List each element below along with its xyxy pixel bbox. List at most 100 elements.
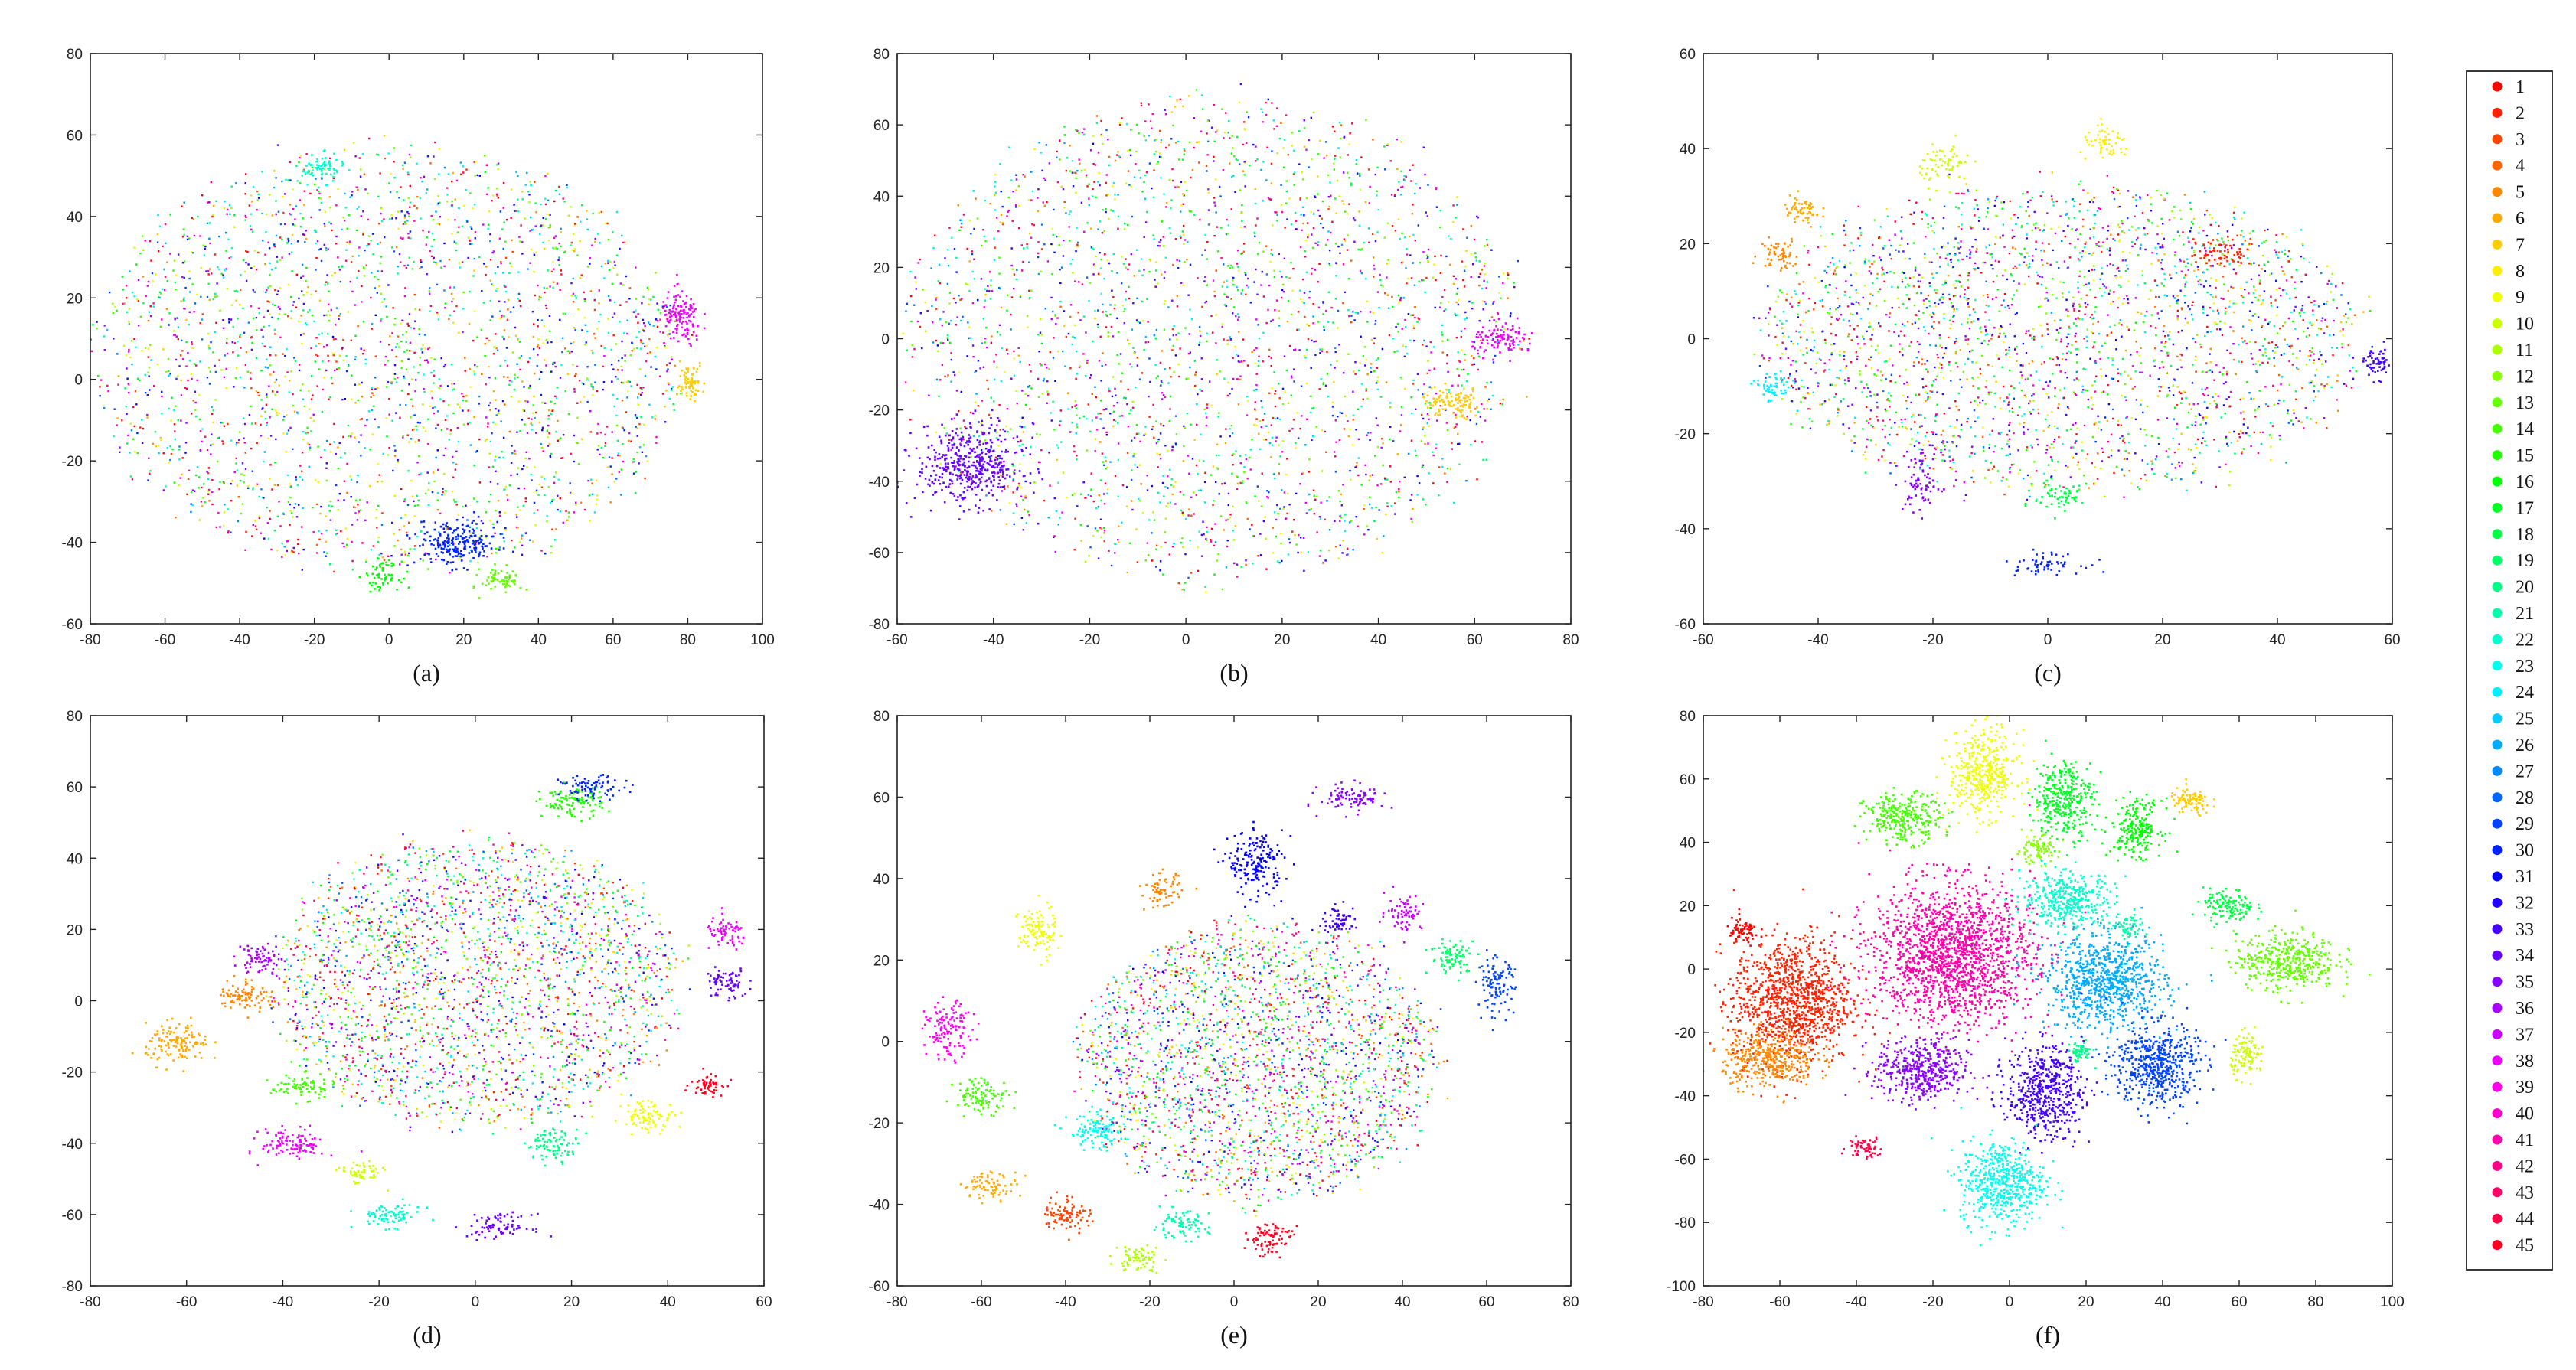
data-point xyxy=(265,291,267,294)
data-point xyxy=(567,516,570,518)
data-point xyxy=(1099,220,1102,223)
cluster-point-class-30 xyxy=(465,540,468,542)
data-point xyxy=(290,251,293,253)
cluster-point-class-30 xyxy=(471,550,473,553)
data-point xyxy=(987,388,989,390)
data-point xyxy=(349,475,351,478)
data-point xyxy=(181,236,184,238)
data-point xyxy=(1314,498,1317,501)
data-point xyxy=(366,501,368,504)
data-point xyxy=(1063,239,1065,242)
data-point xyxy=(152,280,154,282)
data-point xyxy=(207,488,211,491)
data-point xyxy=(1340,412,1344,414)
data-point xyxy=(1339,500,1341,503)
data-point xyxy=(1023,508,1026,511)
data-point xyxy=(390,214,393,217)
data-point xyxy=(461,225,463,227)
data-point xyxy=(1102,352,1104,354)
data-point xyxy=(570,342,573,345)
data-point xyxy=(292,301,295,303)
data-point xyxy=(619,321,621,323)
data-point xyxy=(960,471,962,474)
data-point xyxy=(1085,175,1088,178)
data-point xyxy=(1131,400,1134,403)
data-point xyxy=(267,286,269,289)
data-point xyxy=(1441,296,1444,298)
data-point xyxy=(269,464,272,466)
data-point xyxy=(1171,328,1174,331)
data-point xyxy=(427,504,429,506)
data-point xyxy=(994,378,996,381)
data-point xyxy=(639,446,642,449)
data-point xyxy=(527,191,530,193)
data-point xyxy=(350,339,352,341)
data-point xyxy=(362,210,364,213)
data-point xyxy=(375,517,377,519)
data-point xyxy=(994,191,997,194)
data-point xyxy=(1402,297,1405,299)
data-point xyxy=(1262,419,1264,421)
data-point xyxy=(119,451,121,453)
cluster-point-class-30 xyxy=(420,520,423,524)
data-point xyxy=(1274,393,1276,395)
data-point xyxy=(1191,458,1194,460)
data-point xyxy=(557,494,559,497)
data-point xyxy=(310,430,312,432)
data-point xyxy=(1295,442,1297,444)
data-point xyxy=(371,392,374,394)
cluster-point-class-22 xyxy=(325,184,327,187)
data-point xyxy=(1177,185,1180,188)
data-point xyxy=(308,443,311,446)
data-point xyxy=(1280,296,1283,299)
data-point xyxy=(554,365,557,368)
data-point xyxy=(315,354,318,356)
cluster-point-class-30 xyxy=(482,522,485,525)
data-point xyxy=(1428,425,1430,427)
data-point xyxy=(1410,396,1412,399)
data-point xyxy=(1184,149,1186,152)
data-point xyxy=(508,380,511,382)
data-point xyxy=(346,227,348,230)
data-point xyxy=(1240,292,1242,295)
data-point xyxy=(292,404,295,407)
data-point xyxy=(1089,430,1092,432)
data-point xyxy=(309,449,311,451)
data-point xyxy=(1337,147,1340,149)
data-point xyxy=(1198,530,1200,533)
data-point xyxy=(178,458,181,461)
cluster-point-class-30 xyxy=(448,550,451,553)
data-point xyxy=(236,291,239,293)
data-point xyxy=(273,484,276,486)
data-point xyxy=(191,341,193,344)
data-point xyxy=(544,359,546,361)
data-point xyxy=(1024,497,1027,499)
data-point xyxy=(1001,490,1004,492)
data-point xyxy=(182,228,185,230)
data-point xyxy=(424,492,427,495)
data-point xyxy=(1365,358,1367,361)
data-point xyxy=(244,452,246,454)
data-point xyxy=(419,357,421,359)
data-point xyxy=(126,413,128,416)
data-point xyxy=(250,194,253,197)
data-point xyxy=(942,342,945,344)
cluster-point-class-38 xyxy=(674,298,677,302)
cluster-point-class-16 xyxy=(387,582,389,585)
cluster-point-class-30 xyxy=(473,543,476,546)
data-point xyxy=(531,479,533,481)
data-point xyxy=(276,256,278,258)
data-point xyxy=(606,426,609,428)
data-point xyxy=(1259,448,1261,450)
data-point xyxy=(1465,380,1468,383)
data-point xyxy=(1295,492,1298,495)
data-point xyxy=(351,524,354,526)
data-point xyxy=(962,438,965,441)
data-point xyxy=(478,256,481,258)
data-point xyxy=(318,538,321,540)
data-point xyxy=(290,551,292,553)
data-point xyxy=(139,426,142,429)
data-point xyxy=(92,324,94,326)
data-point xyxy=(276,144,279,146)
data-point xyxy=(254,520,256,522)
